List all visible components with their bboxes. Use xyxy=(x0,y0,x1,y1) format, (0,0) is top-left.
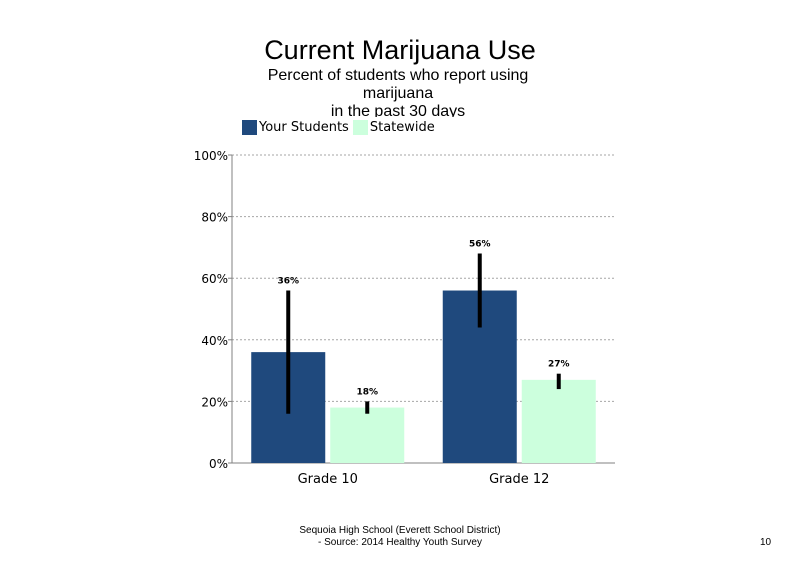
x-tick-label: Grade 12 xyxy=(489,472,549,487)
data-label: 56% xyxy=(469,240,491,250)
legend-swatch xyxy=(242,119,257,135)
legend-item-your-students: Your Students xyxy=(242,119,349,135)
footer-source: Sequoia High School (Everett School Dist… xyxy=(250,525,550,549)
y-tick-label: 100% xyxy=(194,149,228,163)
data-label: 18% xyxy=(356,387,378,397)
y-tick-label: 40% xyxy=(201,334,228,348)
data-label: 36% xyxy=(277,277,299,287)
data-label: 27% xyxy=(548,360,570,370)
legend-swatch xyxy=(352,119,368,135)
subtitle-line: marijuana xyxy=(362,85,434,102)
chart-legend: Your Students Statewide xyxy=(242,118,439,136)
y-tick-label: 80% xyxy=(201,211,228,225)
legend-item-statewide: Statewide xyxy=(352,119,435,135)
subtitle-line: in the past 30 days xyxy=(330,103,466,117)
y-tick-label: 0% xyxy=(209,457,228,471)
footer-line: - Source: 2014 Healthy Youth Survey xyxy=(318,537,482,548)
chart-subtitle: Percent of students who report using mar… xyxy=(248,67,548,117)
subtitle-line: Percent of students who report using xyxy=(267,67,529,84)
bar-statewide xyxy=(521,379,596,463)
page-number: 10 xyxy=(760,537,772,548)
bar-statewide xyxy=(330,407,405,463)
y-tick-label: 60% xyxy=(201,272,228,286)
chart-title: Current Marijuana Use xyxy=(264,35,536,65)
legend-label: Statewide xyxy=(369,119,435,135)
y-tick-label: 20% xyxy=(201,395,228,409)
x-tick-label: Grade 10 xyxy=(298,472,358,487)
legend-label: Your Students xyxy=(259,119,349,135)
footer-line: Sequoia High School (Everett School Dist… xyxy=(299,525,501,536)
